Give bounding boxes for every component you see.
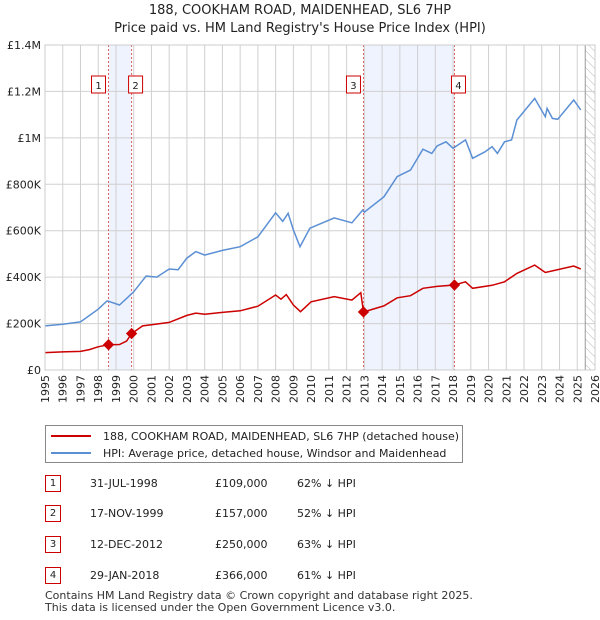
sale-point-marker <box>357 306 370 318</box>
x-tick-label: 2021 <box>500 375 513 403</box>
x-tick-label: 1999 <box>110 375 123 403</box>
sale-price: £157,000 <box>215 507 268 520</box>
table-row: 2 17-NOV-1999 £157,000 52% ↓ HPI <box>45 505 445 523</box>
forecast-hatch <box>585 45 595 370</box>
x-tick-label: 2025 <box>571 375 584 403</box>
price-paid-line <box>44 264 582 354</box>
footer-copyright: Contains HM Land Registry data © Crown c… <box>45 589 473 602</box>
sale-point-marker <box>448 279 461 291</box>
x-tick-label: 1996 <box>57 375 70 403</box>
sale-price: £366,000 <box>215 569 268 582</box>
x-tick-label: 2012 <box>341 375 354 403</box>
footer-licence: This data is licensed under the Open Gov… <box>45 601 396 614</box>
sale-number-badge: 1 <box>45 475 61 492</box>
sale-number-badge: 3 <box>45 536 61 553</box>
legend-label: 188, COOKHAM ROAD, MAIDENHEAD, SL6 7HP (… <box>103 429 460 443</box>
y-tick-label: £1M <box>18 132 42 145</box>
x-tick-label: 2002 <box>163 375 176 403</box>
x-tick-label: 2004 <box>199 375 212 403</box>
red-line-swatch <box>51 435 91 437</box>
x-tick-label: 2007 <box>252 375 265 403</box>
y-tick-label: £600K <box>6 225 42 238</box>
x-tick-label: 2022 <box>518 375 531 403</box>
sale-number-label: 1 <box>95 81 101 92</box>
x-tick-label: 1997 <box>74 375 87 403</box>
sale-date: 31-JUL-1998 <box>90 477 158 490</box>
legend-label: HPI: Average price, detached house, Wind… <box>103 446 447 460</box>
hpi-line <box>44 97 582 327</box>
sale-price: £109,000 <box>215 477 268 490</box>
blue-line-swatch <box>51 452 91 454</box>
x-tick-label: 2003 <box>181 375 194 403</box>
sale-number-box <box>450 75 466 94</box>
x-tick-label: 2017 <box>429 375 442 403</box>
x-tick-label: 2019 <box>465 375 478 403</box>
sale-number-label: 4 <box>455 81 461 92</box>
hpi-comparison: 62% ↓ HPI <box>297 477 356 490</box>
x-tick-label: 2023 <box>536 375 549 403</box>
hpi-comparison: 61% ↓ HPI <box>297 569 356 582</box>
legend-item-price-paid: 188, COOKHAM ROAD, MAIDENHEAD, SL6 7HP (… <box>51 428 459 444</box>
x-tick-label: 2016 <box>412 375 425 403</box>
legend-item-hpi: HPI: Average price, detached house, Wind… <box>51 445 446 461</box>
x-tick-label: 2013 <box>358 375 371 403</box>
x-tick-label: 2008 <box>270 375 283 403</box>
hpi-comparison: 52% ↓ HPI <box>297 507 356 520</box>
x-tick-label: 1995 <box>39 375 52 403</box>
x-tick-label: 1998 <box>92 375 105 403</box>
x-tick-label: 2026 <box>589 375 600 403</box>
sale-date: 17-NOV-1999 <box>90 507 164 520</box>
sale-date: 12-DEC-2012 <box>90 538 164 551</box>
y-tick-label: £1.4M <box>7 39 41 52</box>
x-tick-label: 2024 <box>554 375 567 403</box>
y-tick-label: £1.2M <box>7 85 41 98</box>
x-tick-label: 2015 <box>394 375 407 403</box>
x-tick-label: 2000 <box>128 375 141 403</box>
y-tick-label: £200K <box>6 318 42 331</box>
plot-border <box>44 44 596 371</box>
x-tick-label: 2006 <box>234 375 247 403</box>
sale-number-label: 2 <box>132 81 138 92</box>
sale-number-badge: 2 <box>45 505 61 522</box>
sale-number-box <box>345 75 361 94</box>
x-tick-label: 2014 <box>376 375 389 403</box>
x-tick-label: 2005 <box>216 375 229 403</box>
y-tick-label: £400K <box>6 271 42 284</box>
x-tick-label: 2009 <box>287 375 300 403</box>
x-tick-label: 2010 <box>305 375 318 403</box>
sale-number-box <box>128 75 144 94</box>
sale-price: £250,000 <box>215 538 268 551</box>
sale-period-shading <box>363 45 455 370</box>
sale-number-label: 3 <box>350 81 356 92</box>
sale-period-shading <box>108 45 132 370</box>
x-tick-label: 2018 <box>447 375 460 403</box>
table-row: 4 29-JAN-2018 £366,000 61% ↓ HPI <box>45 567 445 585</box>
legend: 188, COOKHAM ROAD, MAIDENHEAD, SL6 7HP (… <box>45 425 463 463</box>
price-chart: 1995 1996 1997 1998 1999 2000 2001 2002 2003 2004… <box>6 39 600 403</box>
x-tick-label: 2020 <box>483 375 496 403</box>
table-row: 1 31-JUL-1998 £109,000 62% ↓ HPI <box>45 475 445 493</box>
chart-title: 188, COOKHAM ROAD, MAIDENHEAD, SL6 7HP <box>148 3 452 18</box>
x-tick-label: 2001 <box>145 375 158 403</box>
sale-number-box <box>91 75 107 94</box>
table-row: 3 12-DEC-2012 £250,000 63% ↓ HPI <box>45 536 445 554</box>
sale-number-badge: 4 <box>45 567 61 584</box>
y-tick-label: £800K <box>6 178 42 191</box>
y-tick-label: £0 <box>27 364 41 377</box>
hpi-comparison: 63% ↓ HPI <box>297 538 356 551</box>
x-tick-label: 2011 <box>323 375 336 403</box>
sale-date: 29-JAN-2018 <box>90 569 160 582</box>
chart-subtitle: Price paid vs. HM Land Registry's House … <box>114 21 486 36</box>
